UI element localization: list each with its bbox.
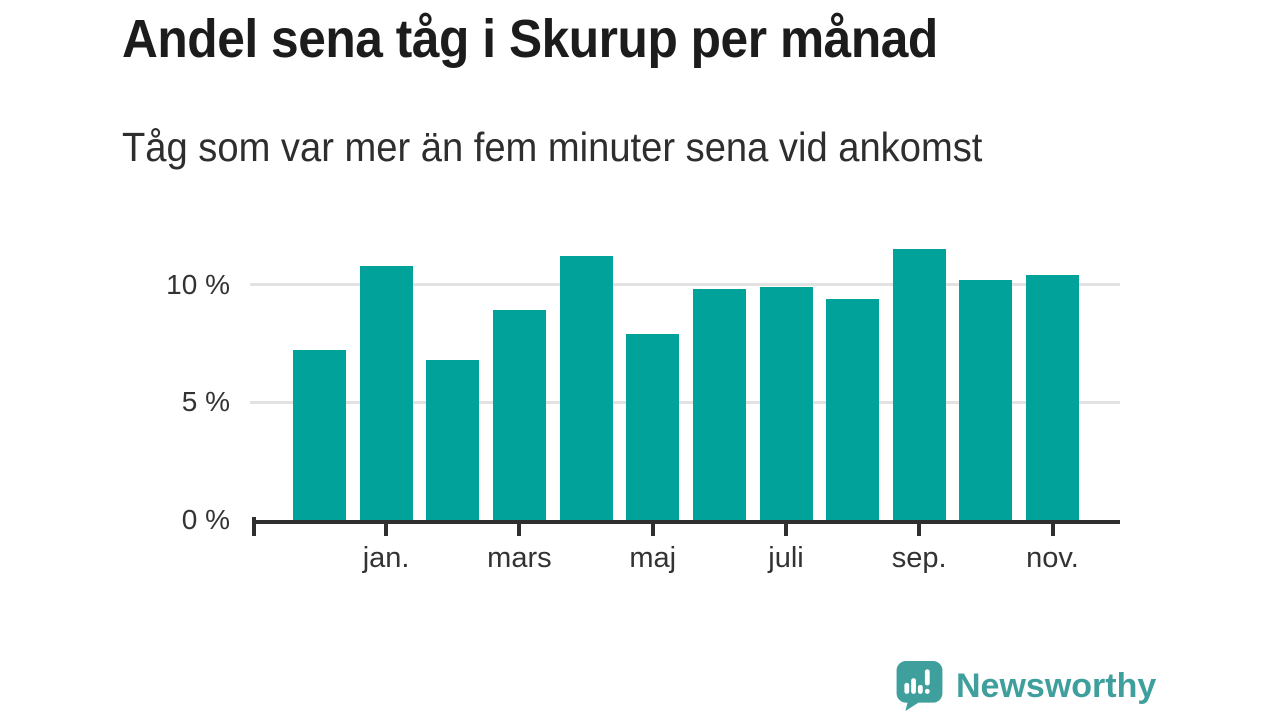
newsworthy-logo-text: Newsworthy [956, 667, 1157, 705]
x-tick-label: nov. [1026, 542, 1079, 574]
bar-chart-speech-bubble-icon [896, 661, 943, 711]
bar-okt [959, 280, 1013, 520]
bar-sep [892, 249, 946, 520]
x-tick-label: sep. [891, 542, 947, 574]
bar-dec [293, 350, 346, 520]
bar-jan [359, 266, 413, 520]
newsworthy-logo: Newsworthy [896, 661, 1156, 711]
x-tick-jan [384, 524, 389, 536]
bar-nov [1026, 275, 1079, 520]
bar-juni [692, 289, 746, 520]
x-tick-mars [517, 524, 522, 536]
bar-feb [426, 360, 480, 520]
y-tick-label: 10 % [166, 268, 230, 300]
gridline-5 [250, 400, 1120, 404]
bar-apr [559, 256, 613, 520]
x-tick-label: jan. [362, 542, 410, 574]
bar-maj [626, 334, 680, 520]
y-tick-label: 0 % [181, 504, 230, 535]
x-tick-sep [917, 524, 922, 536]
x-tick-label: juli [768, 542, 804, 574]
y-tick-label: 5 % [181, 386, 230, 418]
bar-juli [759, 287, 813, 520]
bar-aug [826, 299, 880, 520]
x-tick-juli [784, 524, 788, 536]
gridline-10 [250, 283, 1120, 286]
page-title: Andel sena tåg i Skurup per månad [122, 9, 938, 69]
x-tick-label: maj [629, 542, 677, 574]
x-tick-maj [650, 524, 655, 536]
x-tick-nov [1050, 524, 1055, 536]
x-tick-label: mars [487, 542, 552, 574]
x-axis-origin-tick [252, 517, 256, 536]
chart-subtitle: Tåg som var mer än fem minuter sena vid … [122, 124, 983, 170]
bar-mars [492, 310, 546, 520]
x-axis-line [252, 520, 1120, 524]
